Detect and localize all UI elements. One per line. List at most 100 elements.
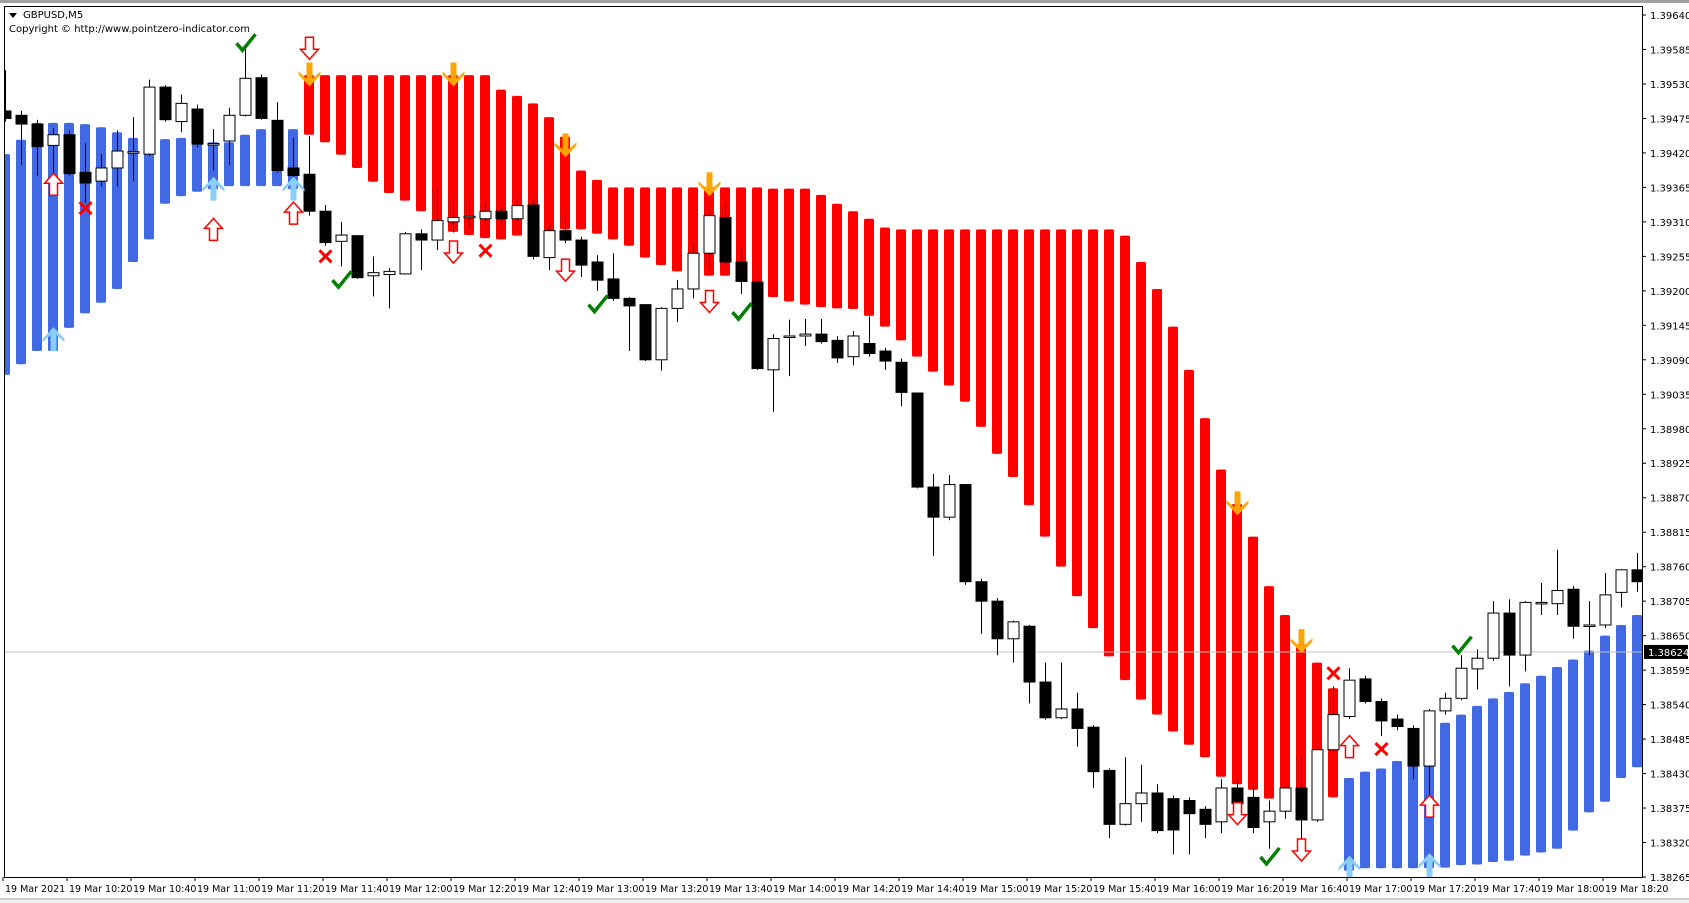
candle	[879, 347, 892, 370]
cross-shape	[318, 249, 333, 264]
cross-shape	[1374, 742, 1389, 757]
orange-down-arrow-icon	[554, 133, 577, 158]
trend-band-down	[752, 187, 762, 289]
candle-body-bull	[799, 333, 812, 337]
arrow-shape	[698, 289, 721, 314]
candle-body-bull	[95, 167, 108, 182]
candle	[831, 335, 844, 363]
candle	[1471, 649, 1484, 690]
candle-body-bear	[911, 392, 924, 488]
trend-band-down	[1040, 229, 1050, 537]
dropdown-triangle-icon[interactable]	[9, 12, 17, 18]
price-tick-label: 1.38375	[1650, 804, 1689, 815]
chart-title[interactable]: GBPUSD,M5	[9, 10, 83, 21]
price-tick-label: 1.39365	[1650, 183, 1689, 194]
trend-band-down	[1280, 614, 1290, 807]
trend-band-down	[736, 187, 746, 282]
candle	[1503, 599, 1516, 687]
trend-band-down	[1184, 369, 1194, 745]
hollow-down-arrow-icon	[1226, 801, 1249, 826]
price-tick-label: 1.39420	[1650, 149, 1689, 160]
candle	[863, 316, 876, 357]
candle-body-bear	[735, 261, 748, 282]
candle-body-bear	[31, 123, 44, 148]
candle	[431, 188, 444, 251]
trend-band-down	[576, 170, 586, 230]
candle-body-bull	[1135, 792, 1148, 805]
candle	[559, 215, 572, 244]
candle-body-bear	[927, 486, 940, 518]
trend-band-down	[624, 187, 634, 246]
hollow-up-arrow-icon	[42, 172, 65, 197]
candle-body-bear	[1103, 769, 1116, 825]
trend-band-down	[672, 187, 682, 272]
candle-body-bull	[127, 151, 140, 154]
trend-band-up	[1440, 722, 1450, 868]
candle-body-bull	[1439, 697, 1452, 712]
candle	[399, 231, 412, 275]
candle-body-bear	[575, 239, 588, 266]
trend-band-up	[128, 137, 138, 263]
candle	[959, 483, 972, 585]
trend-band-up	[1552, 666, 1562, 849]
price-chart[interactable]: 1.39640 1.39585 1.39530 1.39475 1.39420 1.393…	[0, 3, 1689, 903]
candle-body-bear	[303, 173, 316, 212]
candle	[1439, 692, 1452, 715]
trend-band-down	[768, 188, 778, 298]
candle-body-bear	[191, 108, 204, 145]
trend-band-down	[464, 75, 474, 236]
candle-body-bear	[623, 297, 636, 307]
orange-down-arrow-icon	[442, 62, 465, 87]
candle-body-bear	[863, 343, 876, 355]
candle-body-bear	[1295, 787, 1308, 821]
trend-band-down	[336, 75, 346, 155]
candle	[335, 221, 348, 267]
price-tick-label: 1.38595	[1650, 666, 1689, 677]
candle-body-bull	[655, 307, 668, 361]
trend-band-up	[1456, 714, 1466, 866]
arrow-shape	[1418, 794, 1441, 818]
arrow-shape	[554, 258, 577, 283]
time-tick-label: 19 Mar 17:20	[1413, 884, 1476, 895]
candle-body-bear	[959, 484, 972, 583]
candle-body-bear	[415, 233, 428, 241]
plot-area	[4, 33, 1642, 877]
candle-body-bear	[1407, 727, 1420, 767]
candle	[1151, 784, 1164, 834]
time-tick-label: 19 Mar 15:00	[965, 884, 1028, 895]
candle	[527, 199, 540, 260]
cross-icon	[78, 201, 93, 216]
candle-body-bull	[511, 205, 524, 220]
candle-body-bear	[159, 86, 172, 121]
candle	[47, 127, 60, 176]
price-tick-label: 1.38485	[1650, 735, 1689, 746]
candle	[191, 104, 204, 148]
arrow-shape	[1226, 491, 1249, 516]
hollow-up-arrow-icon	[1338, 734, 1361, 759]
hollow-down-arrow-icon	[1290, 838, 1313, 863]
trend-band-down	[1296, 644, 1306, 812]
candle-body-bear	[1375, 700, 1388, 722]
candle-body-bull	[239, 77, 252, 116]
candle	[1135, 764, 1148, 822]
candle-body-bull	[447, 216, 460, 223]
price-tick-label: 1.38980	[1650, 425, 1689, 436]
candle	[991, 598, 1004, 656]
candle	[1087, 725, 1100, 788]
arrow-shape	[298, 62, 321, 87]
candle	[1343, 668, 1356, 720]
trend-band-down	[400, 75, 410, 201]
price-tick-label: 1.38320	[1650, 839, 1689, 850]
candle	[1103, 768, 1116, 839]
cross-icon	[1374, 742, 1389, 757]
candle	[1247, 784, 1260, 834]
candle	[511, 199, 524, 221]
arrow-shape	[202, 176, 225, 201]
trend-band-down	[1072, 229, 1082, 597]
time-tick-label: 19 Mar 13:00	[581, 884, 644, 895]
candle	[1551, 549, 1564, 615]
price-tick-label: 1.39310	[1650, 218, 1689, 229]
price-tick-label: 1.39145	[1650, 321, 1689, 332]
cyan-up-arrow-icon	[42, 327, 65, 352]
candle-body-bear	[1247, 796, 1260, 828]
